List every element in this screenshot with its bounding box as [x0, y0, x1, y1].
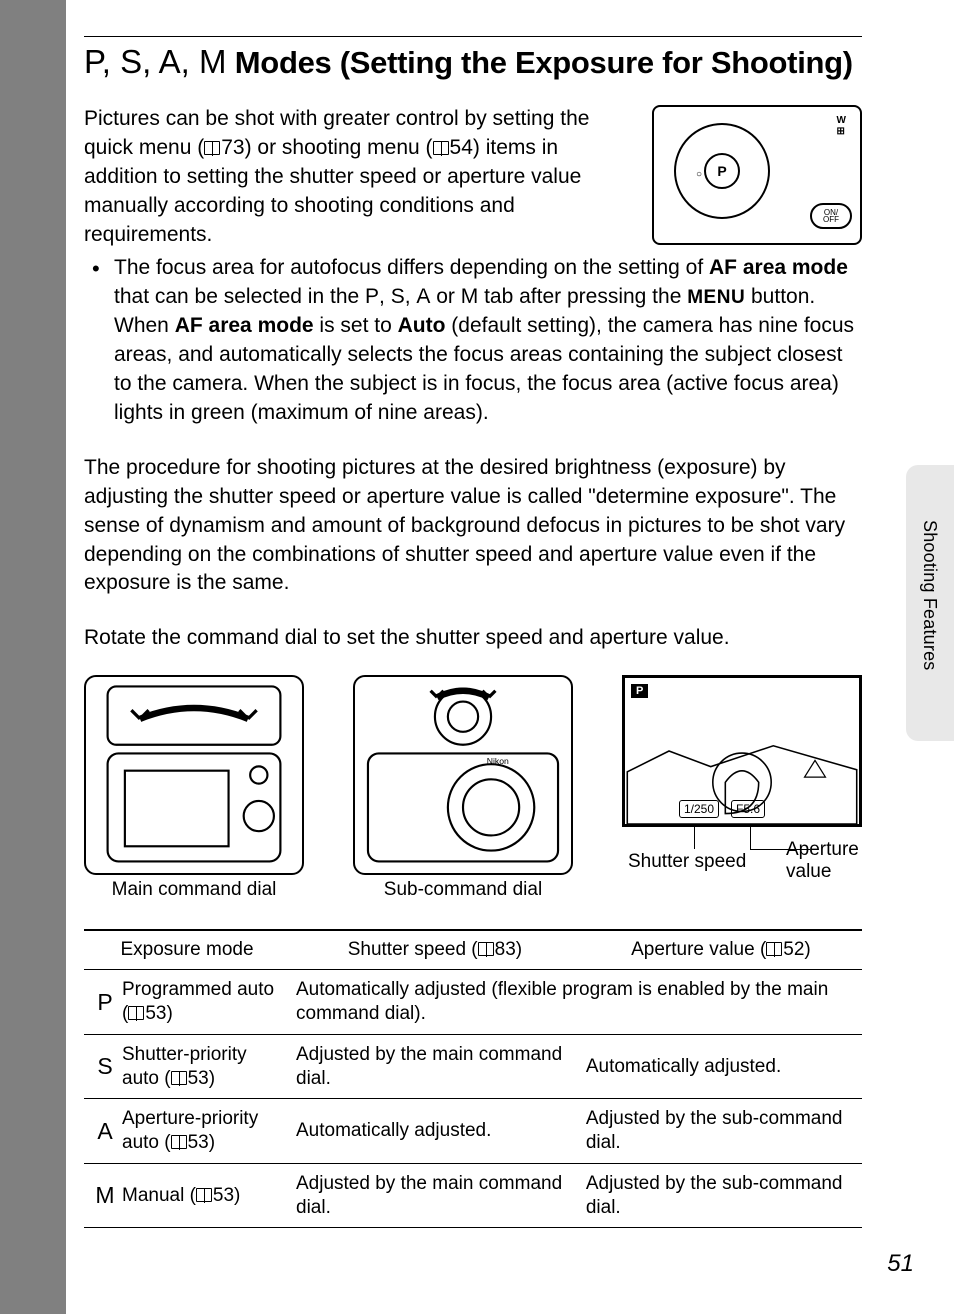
svg-text:Nikon: Nikon	[487, 757, 509, 767]
mode-name: Manual (53)	[120, 1163, 290, 1228]
page-ref-icon	[433, 141, 449, 155]
cell-aperture: Adjusted by the sub-command dial.	[580, 1099, 862, 1164]
manual-page: Shooting Features 51 P, S, A, M Modes (S…	[66, 0, 954, 1314]
table-row: SShutter-priority auto (53)Adjusted by t…	[84, 1034, 862, 1099]
page-number: 51	[887, 1250, 914, 1278]
sub-dial-illustration: Nikon	[353, 675, 573, 875]
shutter-speed-label: Shutter speed	[628, 851, 746, 873]
cell-aperture: Automatically adjusted.	[580, 1034, 862, 1099]
rotate-paragraph: Rotate the command dial to set the shutt…	[84, 624, 862, 653]
mode-name: Shutter-priority auto (53)	[120, 1034, 290, 1099]
mode-letter: A	[84, 1099, 120, 1164]
exposure-mode-table: Exposure mode Shutter speed (83) Apertur…	[84, 929, 862, 1228]
col-aperture: Aperture value (52)	[580, 930, 862, 970]
mode-letter: S	[84, 1034, 120, 1099]
page-ref-icon	[204, 141, 220, 155]
lcd-aperture-value: F5.6	[731, 800, 765, 818]
title-mode-letters: P, S, A, M	[84, 43, 226, 80]
intro-row: Pictures can be shot with greater contro…	[84, 105, 862, 250]
sub-dial-label: Sub-command dial	[384, 879, 542, 901]
title-rest: Modes (Setting the Exposure for Shooting…	[226, 45, 852, 80]
sub-dial-block: Nikon Sub-command dial	[353, 675, 573, 901]
main-dial-block: Main command dial	[84, 675, 304, 901]
col-shutter: Shutter speed (83)	[290, 930, 580, 970]
col-mode: Exposure mode	[84, 930, 290, 970]
table-row: AAperture-priority auto (53)Automaticall…	[84, 1099, 862, 1164]
aperture-value-label: Aperture value	[786, 839, 866, 883]
lcd-illustration: P 1/250 F5.6	[622, 675, 862, 827]
cell-aperture: Adjusted by the sub-command dial.	[580, 1163, 862, 1228]
cell-combined: Automatically adjusted (flexible program…	[290, 970, 862, 1035]
mode-letter: P	[84, 970, 120, 1035]
lcd-block: P 1/250 F5.6 Shutter speed Aperture	[622, 675, 862, 883]
intro-paragraph: Pictures can be shot with greater contro…	[84, 105, 636, 250]
main-dial-illustration	[84, 675, 304, 875]
cell-shutter: Automatically adjusted.	[290, 1099, 580, 1164]
page-ref-icon	[478, 942, 494, 956]
bullet-list: The focus area for autofocus differs dep…	[84, 254, 862, 428]
bullet-item: The focus area for autofocus differs dep…	[84, 254, 862, 428]
mode-name: Aperture-priority auto (53)	[120, 1099, 290, 1164]
mode-letter: M	[84, 1163, 120, 1228]
page-title: P, S, A, M Modes (Setting the Exposure f…	[84, 43, 862, 81]
cell-shutter: Adjusted by the main command dial.	[290, 1034, 580, 1099]
title-rule	[84, 36, 862, 37]
exposure-paragraph: The procedure for shooting pictures at t…	[84, 454, 862, 599]
table-header-row: Exposure mode Shutter speed (83) Apertur…	[84, 930, 862, 970]
page-content: P, S, A, M Modes (Setting the Exposure f…	[66, 0, 954, 1228]
table-row: PProgrammed auto (53)Automatically adjus…	[84, 970, 862, 1035]
page-ref-icon	[766, 942, 782, 956]
section-side-label: Shooting Features	[919, 520, 940, 671]
lcd-shutter-value: 1/250	[679, 800, 719, 818]
cell-shutter: Adjusted by the main command dial.	[290, 1163, 580, 1228]
table-row: MManual (53)Adjusted by the main command…	[84, 1163, 862, 1228]
mode-dial-illustration: P W⊞ ON/OFF ○	[652, 105, 862, 245]
main-dial-label: Main command dial	[112, 879, 277, 901]
illustration-row: Main command dial Nikon Sub-comman	[84, 675, 862, 901]
mode-name: Programmed auto (53)	[120, 970, 290, 1035]
